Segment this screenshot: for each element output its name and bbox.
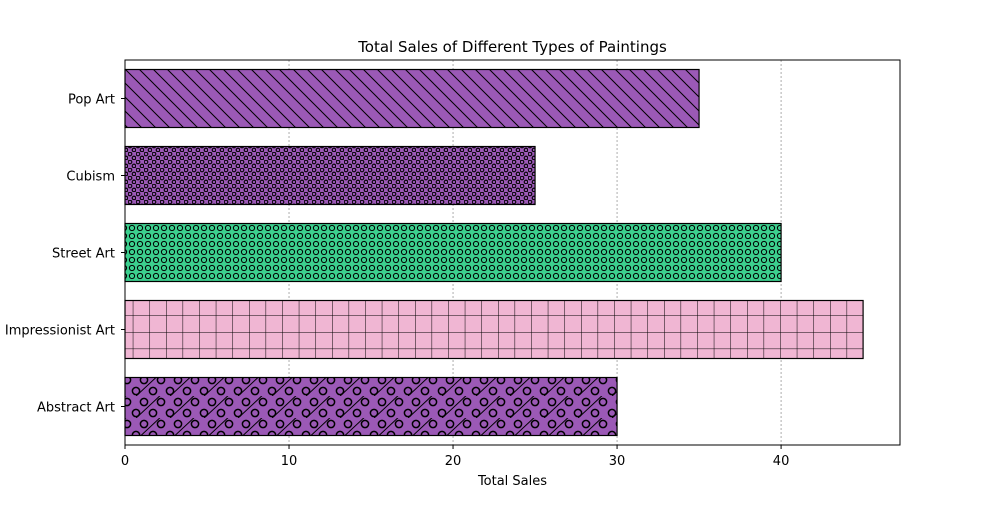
bar-hatch: [124, 299, 864, 360]
y-tick-label: Impressionist Art: [5, 324, 115, 339]
y-axis-ticks: Abstract Art Impressionist Art Street Art C…: [5, 93, 125, 416]
x-tick-label: 0: [121, 454, 129, 469]
x-tick-label: 10: [281, 454, 298, 469]
x-tick-label: 40: [773, 454, 790, 469]
bar-hatch: [124, 222, 782, 283]
bar-cubism: [124, 145, 536, 206]
x-tick-label: 30: [609, 454, 626, 469]
bar-hatch: [124, 68, 700, 129]
x-tick-label: 20: [445, 454, 462, 469]
x-axis-ticks: 0 10 20 30 40: [121, 445, 789, 469]
bar-abstract-art: [124, 376, 618, 437]
bar-pop-art: [124, 68, 700, 129]
bar-street-art: [124, 222, 782, 283]
y-tick-label: Pop Art: [68, 93, 115, 108]
bars: [124, 68, 864, 437]
chart-title: Total Sales of Different Types of Painti…: [357, 38, 667, 56]
bar-hatch: [124, 376, 618, 437]
plot-frame: [124, 59, 901, 446]
x-axis-label: Total Sales: [477, 474, 547, 489]
y-tick-label: Cubism: [66, 170, 115, 185]
bar-hatch: [124, 145, 536, 206]
y-tick-label: Street Art: [52, 247, 115, 262]
bar-impressionist-art: [124, 299, 864, 360]
y-tick-label: Abstract Art: [37, 401, 115, 416]
